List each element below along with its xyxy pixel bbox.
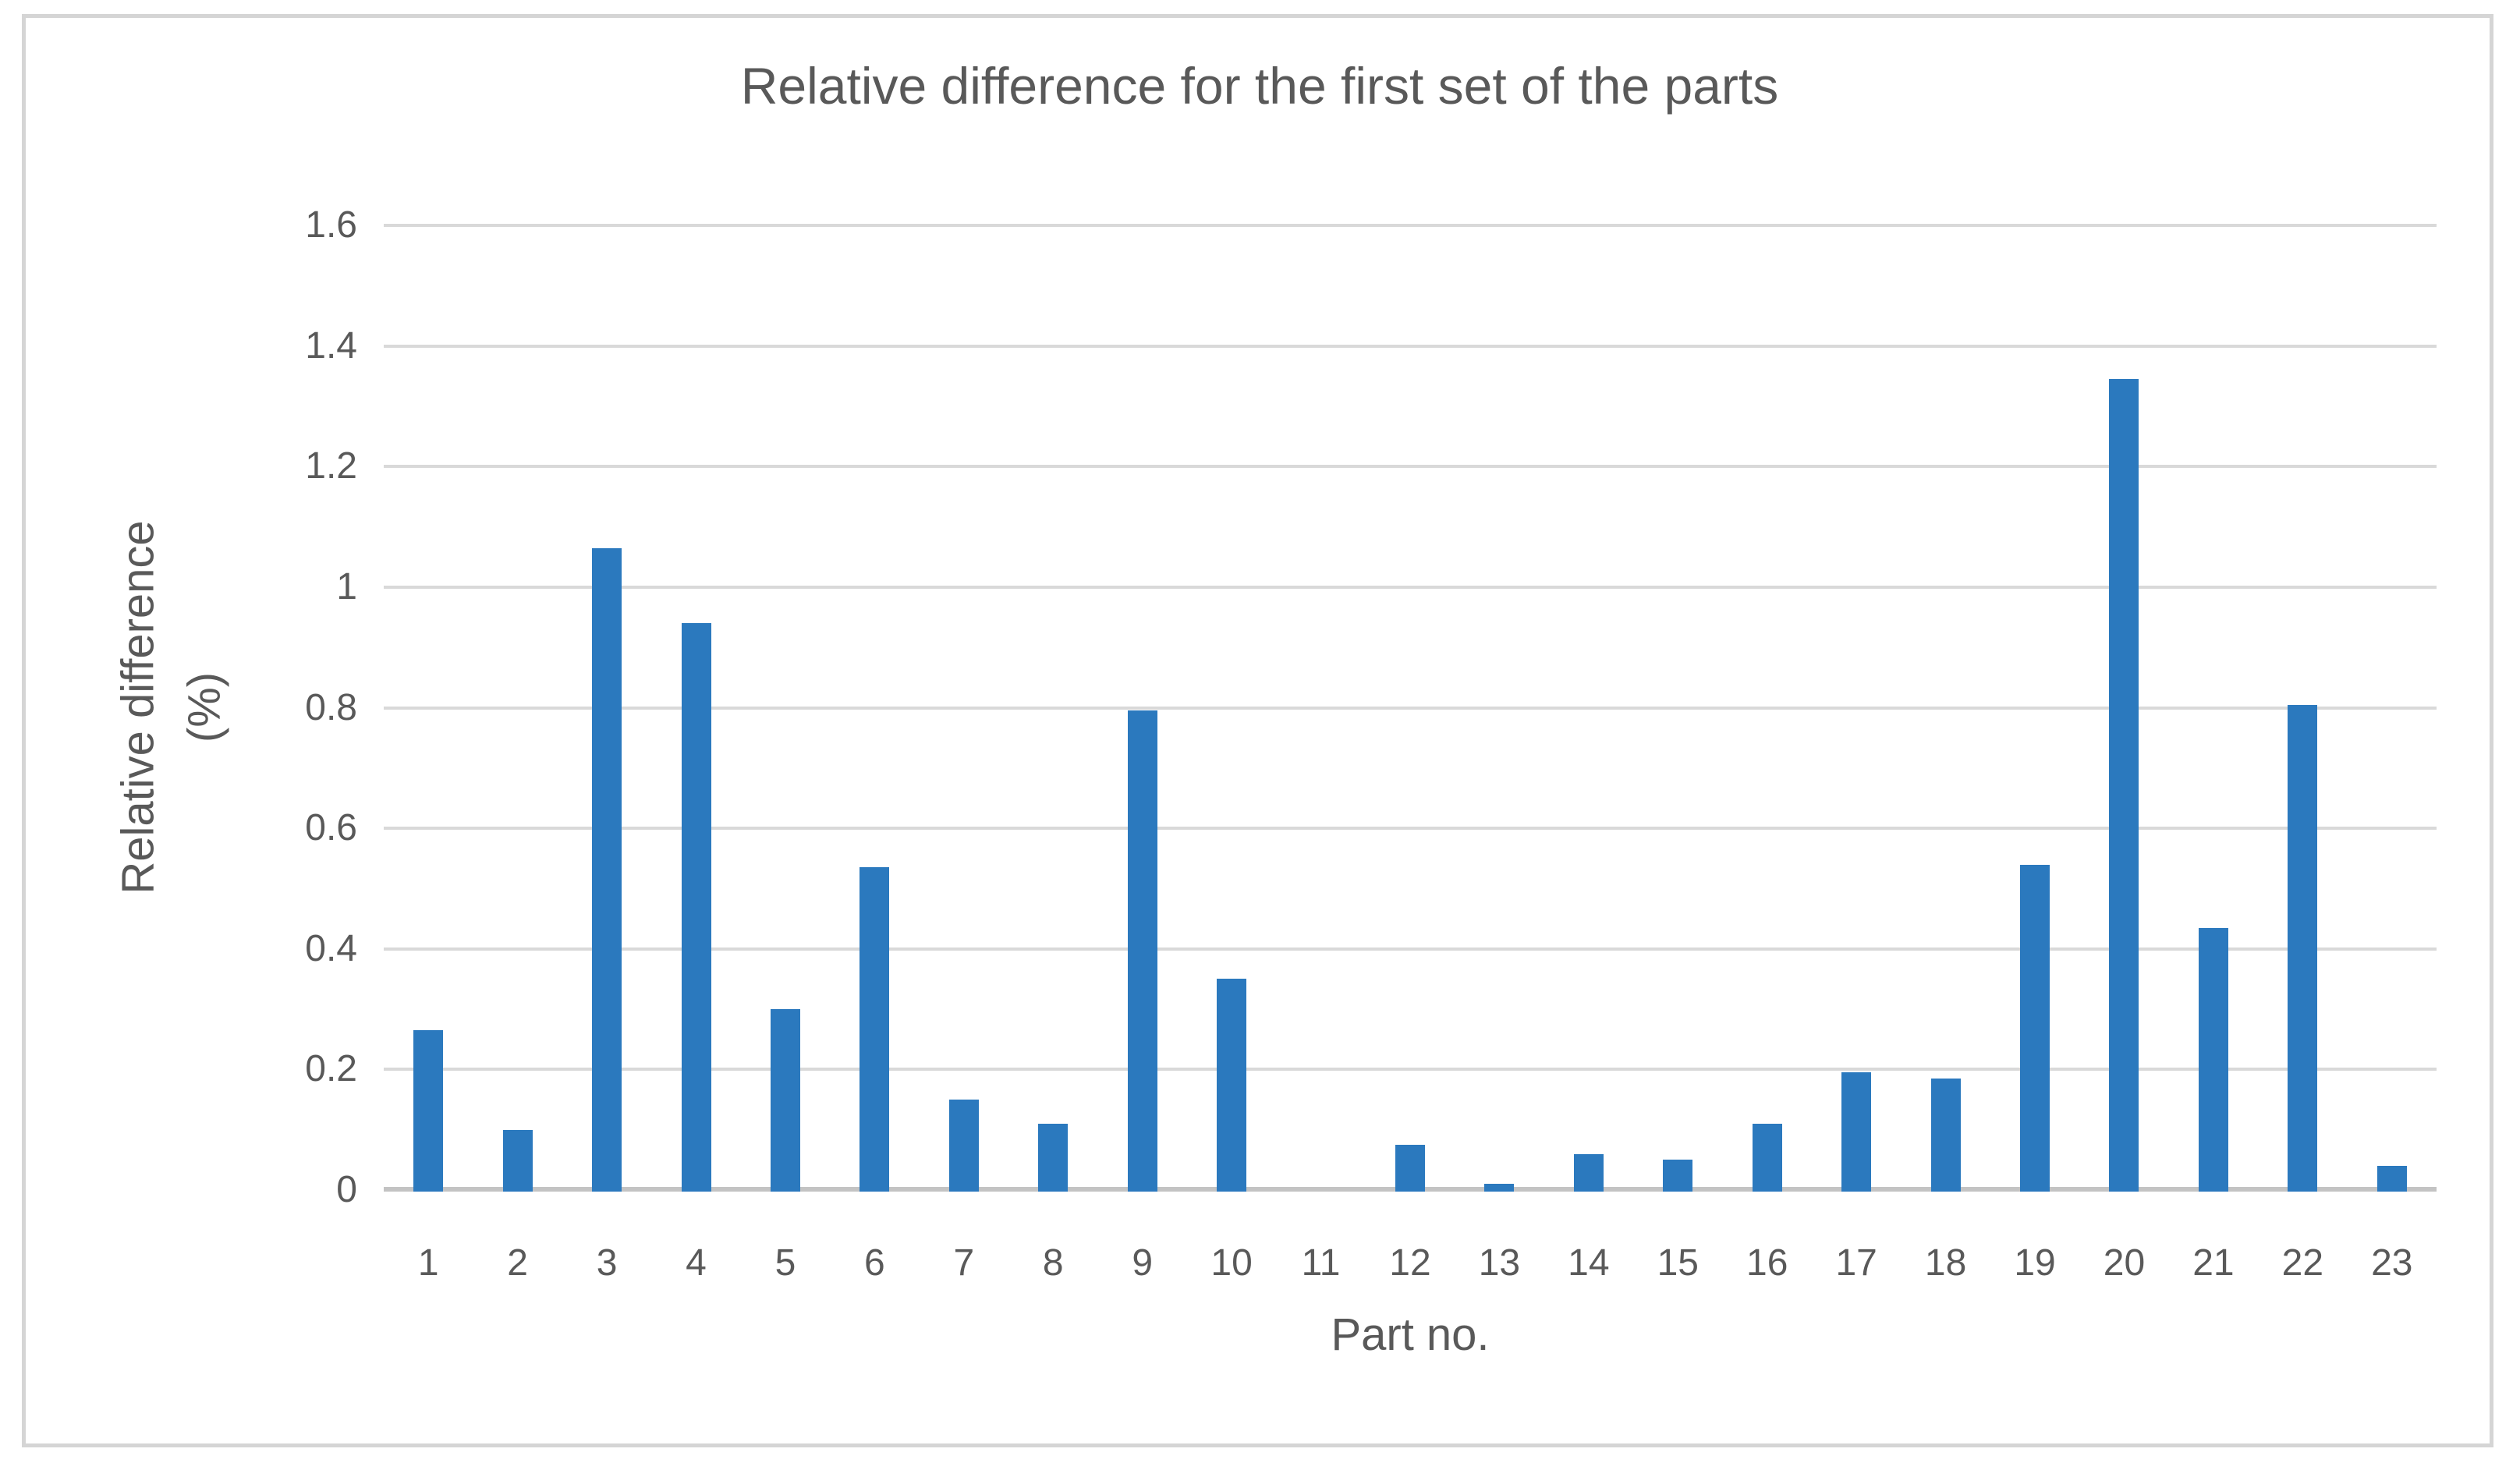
x-tick-label: 6 xyxy=(864,1242,885,1284)
bar-part-1 xyxy=(413,1030,444,1192)
x-tick-label: 4 xyxy=(686,1242,707,1284)
bar-part-14 xyxy=(1573,1153,1604,1192)
gridline xyxy=(384,706,2437,710)
bar-part-8 xyxy=(1038,1123,1069,1192)
y-tick-label: 1.4 xyxy=(305,324,357,367)
bar-part-15 xyxy=(1663,1160,1693,1192)
gridline xyxy=(384,585,2437,589)
bar-part-4 xyxy=(681,623,711,1192)
x-tick-label: 9 xyxy=(1132,1242,1154,1284)
gridline xyxy=(384,224,2437,227)
y-tick-label: 0.4 xyxy=(305,927,357,969)
bar-part-9 xyxy=(1127,710,1157,1192)
y-tick-label: 1.2 xyxy=(305,445,357,487)
x-tick-label: 15 xyxy=(1657,1242,1699,1284)
x-tick-label: 14 xyxy=(1568,1242,1610,1284)
x-tick-label: 17 xyxy=(1835,1242,1877,1284)
y-tick-label: 1.6 xyxy=(305,204,357,246)
bar-part-22 xyxy=(2288,704,2318,1192)
x-tick-label: 11 xyxy=(1301,1242,1341,1284)
x-tick-label: 5 xyxy=(774,1242,796,1284)
gridline xyxy=(384,1068,2437,1072)
y-tick-label: 0 xyxy=(336,1169,357,1210)
bar-part-3 xyxy=(592,547,622,1192)
bar-part-13 xyxy=(1484,1184,1515,1192)
gridline xyxy=(384,947,2437,951)
x-tick-label: 10 xyxy=(1210,1242,1253,1284)
chart-title: Relative difference for the first set of… xyxy=(740,57,1779,115)
x-tick-label: 20 xyxy=(2103,1242,2146,1284)
y-tick-label: 1 xyxy=(336,565,357,607)
x-tick-label: 7 xyxy=(953,1242,975,1284)
x-tick-label: 13 xyxy=(1478,1242,1521,1284)
bar-part-6 xyxy=(859,867,890,1192)
gridline xyxy=(384,465,2437,469)
x-tick-label: 8 xyxy=(1042,1242,1064,1284)
x-tick-label: 23 xyxy=(2371,1242,2413,1284)
y-tick-label: 0.6 xyxy=(305,807,357,849)
bar-part-2 xyxy=(502,1129,533,1192)
chart-border xyxy=(22,14,2493,1447)
y-axis-title-line1: Relative difference xyxy=(112,520,164,894)
bar-part-23 xyxy=(2376,1166,2407,1192)
bar-part-16 xyxy=(1752,1123,1782,1192)
plot-area xyxy=(384,224,2437,1192)
x-tick-label: 22 xyxy=(2281,1242,2324,1284)
x-tick-label: 1 xyxy=(417,1242,439,1284)
gridline xyxy=(384,827,2437,831)
x-tick-label: 3 xyxy=(596,1242,618,1284)
bar-part-18 xyxy=(1930,1078,1961,1192)
bar-part-5 xyxy=(770,1009,800,1192)
bar-part-12 xyxy=(1395,1145,1425,1192)
bar-part-17 xyxy=(1841,1072,1872,1192)
y-tick-label: 0.2 xyxy=(305,1048,357,1090)
x-tick-label: 21 xyxy=(2192,1242,2235,1284)
bar-part-19 xyxy=(2020,864,2050,1192)
bar-part-20 xyxy=(2109,379,2139,1192)
bar-part-21 xyxy=(2198,927,2228,1192)
gridline xyxy=(384,344,2437,348)
bar-part-10 xyxy=(1217,979,1247,1192)
x-tick-label: 19 xyxy=(2014,1242,2056,1284)
x-tick-label: 12 xyxy=(1389,1242,1431,1284)
bar-part-7 xyxy=(948,1100,979,1192)
x-tick-label: 2 xyxy=(507,1242,528,1284)
x-tick-label: 18 xyxy=(1924,1242,1967,1284)
y-tick-label: 0.8 xyxy=(305,686,357,728)
x-tick-label: 16 xyxy=(1746,1242,1788,1284)
x-axis-title: Part no. xyxy=(1331,1309,1490,1360)
